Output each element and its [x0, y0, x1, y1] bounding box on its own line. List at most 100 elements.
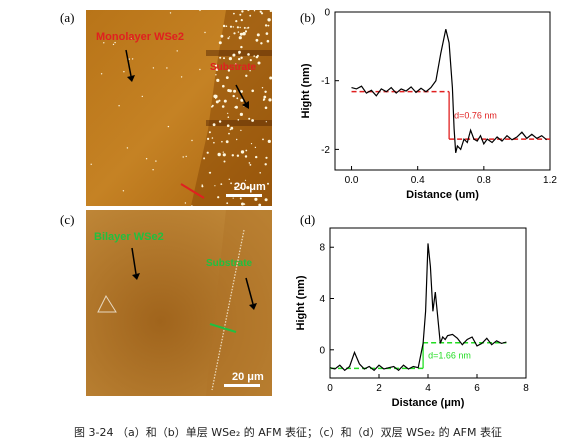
particle-dot — [264, 90, 267, 94]
particle-dot — [244, 30, 248, 33]
particle-dot — [238, 53, 240, 55]
step-height-annotation: d=0.76 nm — [454, 110, 497, 120]
particle-dot — [264, 163, 267, 166]
particle-dot — [228, 178, 230, 180]
substrate-label-c: Substrate — [206, 258, 253, 269]
particle-dot — [185, 155, 187, 158]
particle-dot — [251, 89, 254, 93]
particle-dot — [264, 198, 268, 202]
particle-dot — [240, 90, 243, 93]
particle-dot — [241, 202, 244, 206]
particle-dot — [209, 171, 212, 174]
y-tick-label: 8 — [319, 243, 325, 254]
particle-dot — [223, 160, 226, 163]
particle-dot — [230, 182, 233, 185]
particle-dot — [126, 147, 129, 149]
y-axis-label: Hight (nm) — [295, 275, 307, 330]
particle-dot — [267, 139, 271, 143]
particle-dot — [269, 10, 272, 12]
monolayer-label: Monolayer WSe2 — [96, 31, 184, 43]
particle-dot — [247, 26, 250, 29]
particle-dot — [267, 182, 269, 185]
particle-dot — [213, 141, 215, 144]
particle-dot — [264, 106, 268, 110]
particle-dot — [249, 14, 252, 17]
particle-dot — [203, 157, 206, 160]
particle-dot — [228, 57, 232, 61]
scalebar-c — [224, 384, 260, 387]
particle-dot — [267, 18, 271, 22]
line-profile-a — [180, 183, 205, 199]
arrowhead-icon — [132, 273, 140, 280]
particle-dot — [240, 56, 243, 59]
line-profile-c — [209, 323, 237, 333]
particle-dot — [217, 152, 221, 157]
x-tick-label: 6 — [474, 383, 480, 394]
arrow-monolayer-a — [125, 49, 132, 77]
panel-b-label: (b) — [300, 10, 316, 25]
particle-dot — [237, 31, 240, 33]
particle-dot — [248, 162, 251, 164]
particle-dot — [228, 36, 231, 38]
particle-dot — [255, 155, 258, 159]
particle-dot — [233, 89, 237, 93]
particle-dot — [243, 26, 246, 29]
panel-d-label: (d) — [300, 212, 316, 227]
particle-dot — [232, 197, 234, 199]
particle-dot — [145, 158, 148, 160]
particle-dot — [141, 95, 143, 98]
particle-dot — [184, 202, 187, 204]
particle-dot — [256, 33, 260, 37]
arrow-bilayer-c — [131, 247, 137, 275]
particle-dot — [225, 25, 228, 27]
height-profile-chart-b: 0.0 0.4 0.8 1.2 0 -1 -2 Distance (um) Hight (nm)… — [300, 8, 557, 202]
x-tick-label: 0.4 — [411, 175, 425, 186]
particle-dot — [254, 197, 258, 201]
x-axis-label: Distance (um) — [406, 189, 479, 201]
particle-dot — [223, 99, 227, 103]
particle-dot — [236, 154, 240, 157]
particle-dot — [269, 76, 272, 80]
particle-dot — [238, 50, 241, 54]
particle-dot — [266, 39, 270, 43]
particle-dot — [112, 43, 115, 46]
particle-dot — [152, 67, 155, 69]
particle-dot — [212, 123, 216, 127]
particle-dot — [247, 53, 250, 56]
particle-dot — [262, 99, 265, 101]
particle-dot — [221, 105, 225, 108]
particle-dot — [231, 154, 234, 157]
particle-dot — [239, 26, 241, 29]
particle-dot — [167, 125, 170, 128]
particle-dot — [230, 126, 234, 130]
substrate-label-a: Substrate — [210, 62, 257, 73]
x-tick-label: 0.0 — [345, 175, 359, 186]
particle-dot — [236, 138, 238, 141]
particle-dot — [243, 203, 246, 205]
x-axis-label: Distance (μm) — [392, 397, 465, 409]
step-height-annotation: d=1.66 nm — [428, 351, 471, 361]
particle-dot — [257, 61, 261, 65]
particle-dot — [232, 26, 234, 28]
particle-dot — [220, 34, 224, 38]
particle-dot — [238, 36, 242, 40]
particle-dot — [265, 32, 269, 35]
particle-dot — [236, 26, 239, 29]
particle-dot — [227, 69, 231, 72]
particle-dot — [227, 116, 230, 118]
height-profile-chart-d: 0 2 4 6 8 0 4 8 Distance (μm) Hight (nm) d=1.66 nm — [295, 227, 529, 409]
particle-dot — [267, 24, 270, 27]
plot-frame — [334, 11, 551, 171]
particle-dot — [114, 41, 116, 44]
particle-dot — [226, 202, 229, 205]
particle-dot — [240, 45, 243, 49]
particle-dot — [123, 71, 125, 73]
particle-dot — [211, 104, 214, 107]
particle-dot — [122, 190, 125, 192]
particle-dot — [207, 137, 210, 140]
particle-dot — [222, 153, 226, 157]
particle-dot — [191, 205, 193, 206]
particle-dot — [201, 184, 203, 186]
particle-dot — [249, 59, 252, 62]
particle-dot — [250, 143, 253, 145]
